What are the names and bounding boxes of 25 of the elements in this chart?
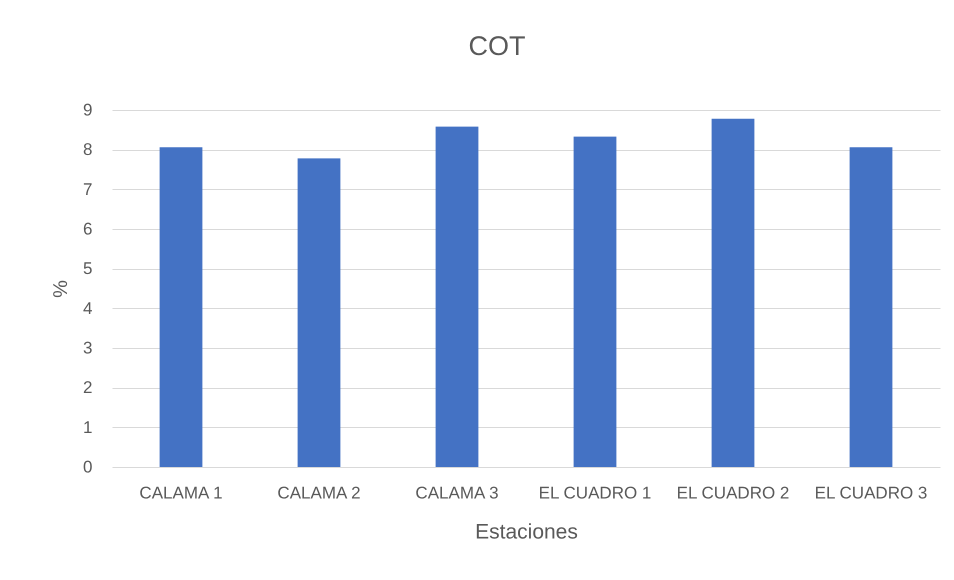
x-tick-label: CALAMA 1	[139, 484, 223, 502]
x-tick-label: EL CUADRO 1	[538, 484, 652, 502]
x-tick-label: CALAMA 2	[277, 484, 361, 502]
x-tick-label: EL CUADRO 3	[814, 484, 928, 502]
y-tick-label: 1	[83, 418, 92, 437]
bar	[436, 126, 478, 467]
y-tick-label: 7	[83, 180, 92, 199]
x-tick-label: EL CUADRO 2	[676, 484, 790, 502]
y-tick-label: 9	[83, 100, 92, 120]
x-axis-title: Estaciones	[475, 520, 578, 544]
y-tick-label: 2	[83, 378, 92, 398]
bar	[298, 158, 340, 467]
y-tick-label: 0	[83, 458, 92, 476]
x-tick-label: CALAMA 3	[415, 484, 499, 502]
y-tick-label: 3	[83, 338, 92, 358]
y-tick-label: 6	[83, 220, 92, 238]
y-tick-label: 5	[83, 259, 92, 278]
chart-title: COT	[468, 31, 526, 61]
bar	[850, 147, 892, 467]
y-tick-label: 8	[83, 140, 92, 160]
y-tick-label: 4	[83, 298, 92, 318]
bar	[160, 147, 202, 467]
bar	[712, 118, 754, 467]
y-axis-title: %	[50, 280, 72, 298]
bar	[574, 136, 616, 467]
